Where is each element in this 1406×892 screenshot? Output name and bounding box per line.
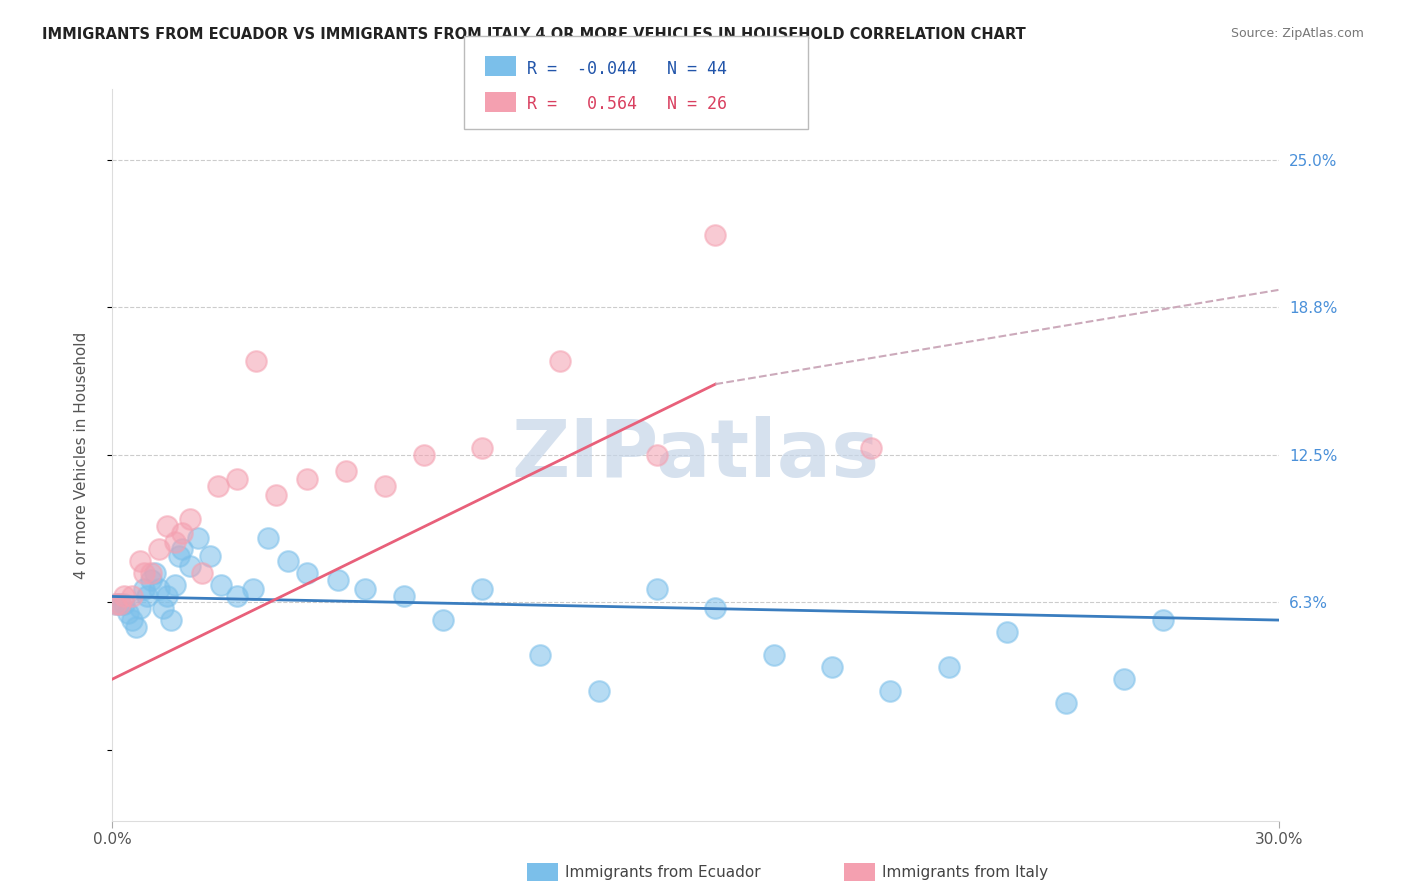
Point	[645, 448, 668, 462]
Point	[295, 471, 318, 485]
Point	[335, 465, 357, 479]
Point	[148, 542, 170, 557]
Point	[117, 606, 139, 620]
Point	[179, 558, 201, 573]
Point	[226, 471, 249, 485]
Point	[860, 441, 883, 455]
Point	[276, 554, 298, 568]
Point	[821, 660, 844, 674]
Point	[412, 448, 434, 462]
Point	[179, 511, 201, 525]
Point	[326, 573, 349, 587]
Point	[432, 613, 454, 627]
Point	[374, 478, 396, 492]
Point	[163, 577, 186, 591]
Point	[167, 549, 190, 564]
Text: ZIPatlas: ZIPatlas	[512, 416, 880, 494]
Point	[141, 566, 163, 580]
Point	[132, 566, 155, 580]
Point	[995, 624, 1018, 639]
Point	[471, 441, 494, 455]
Point	[187, 531, 209, 545]
Point	[226, 590, 249, 604]
Point	[156, 518, 179, 533]
Point	[394, 590, 416, 604]
Point	[143, 566, 166, 580]
Point	[938, 660, 960, 674]
Point	[128, 554, 150, 568]
Point	[588, 684, 610, 698]
Point	[163, 535, 186, 549]
Point	[156, 590, 179, 604]
Point	[245, 353, 267, 368]
Point	[1152, 613, 1174, 627]
Point	[105, 597, 128, 611]
Point	[125, 620, 148, 634]
Text: R =  -0.044   N = 44: R = -0.044 N = 44	[527, 60, 727, 78]
Point	[198, 549, 221, 564]
Point	[354, 582, 377, 597]
Point	[172, 542, 194, 557]
Point	[704, 601, 727, 615]
Text: R =   0.564   N = 26: R = 0.564 N = 26	[527, 95, 727, 113]
Point	[645, 582, 668, 597]
Point	[152, 601, 174, 615]
Point	[112, 590, 135, 604]
Point	[209, 577, 232, 591]
Point	[264, 488, 287, 502]
Point	[879, 684, 901, 698]
Y-axis label: 4 or more Vehicles in Household: 4 or more Vehicles in Household	[75, 331, 89, 579]
Point	[172, 525, 194, 540]
Point	[529, 648, 551, 663]
Point	[121, 590, 143, 604]
Text: Immigrants from Italy: Immigrants from Italy	[882, 865, 1047, 880]
Point	[1054, 696, 1077, 710]
Text: Immigrants from Ecuador: Immigrants from Ecuador	[565, 865, 761, 880]
Point	[121, 613, 143, 627]
Point	[128, 601, 150, 615]
Point	[110, 597, 132, 611]
Point	[148, 582, 170, 597]
Point	[242, 582, 264, 597]
Point	[136, 590, 159, 604]
Point	[471, 582, 494, 597]
Text: Source: ZipAtlas.com: Source: ZipAtlas.com	[1230, 27, 1364, 40]
Text: IMMIGRANTS FROM ECUADOR VS IMMIGRANTS FROM ITALY 4 OR MORE VEHICLES IN HOUSEHOLD: IMMIGRANTS FROM ECUADOR VS IMMIGRANTS FR…	[42, 27, 1026, 42]
Point	[704, 228, 727, 243]
Point	[548, 353, 571, 368]
Point	[1112, 672, 1135, 686]
Point	[132, 582, 155, 597]
Point	[160, 613, 183, 627]
Point	[141, 573, 163, 587]
Point	[105, 597, 128, 611]
Point	[110, 597, 132, 611]
Point	[762, 648, 785, 663]
Point	[191, 566, 214, 580]
Point	[112, 597, 135, 611]
Point	[257, 531, 280, 545]
Point	[207, 478, 229, 492]
Point	[295, 566, 318, 580]
